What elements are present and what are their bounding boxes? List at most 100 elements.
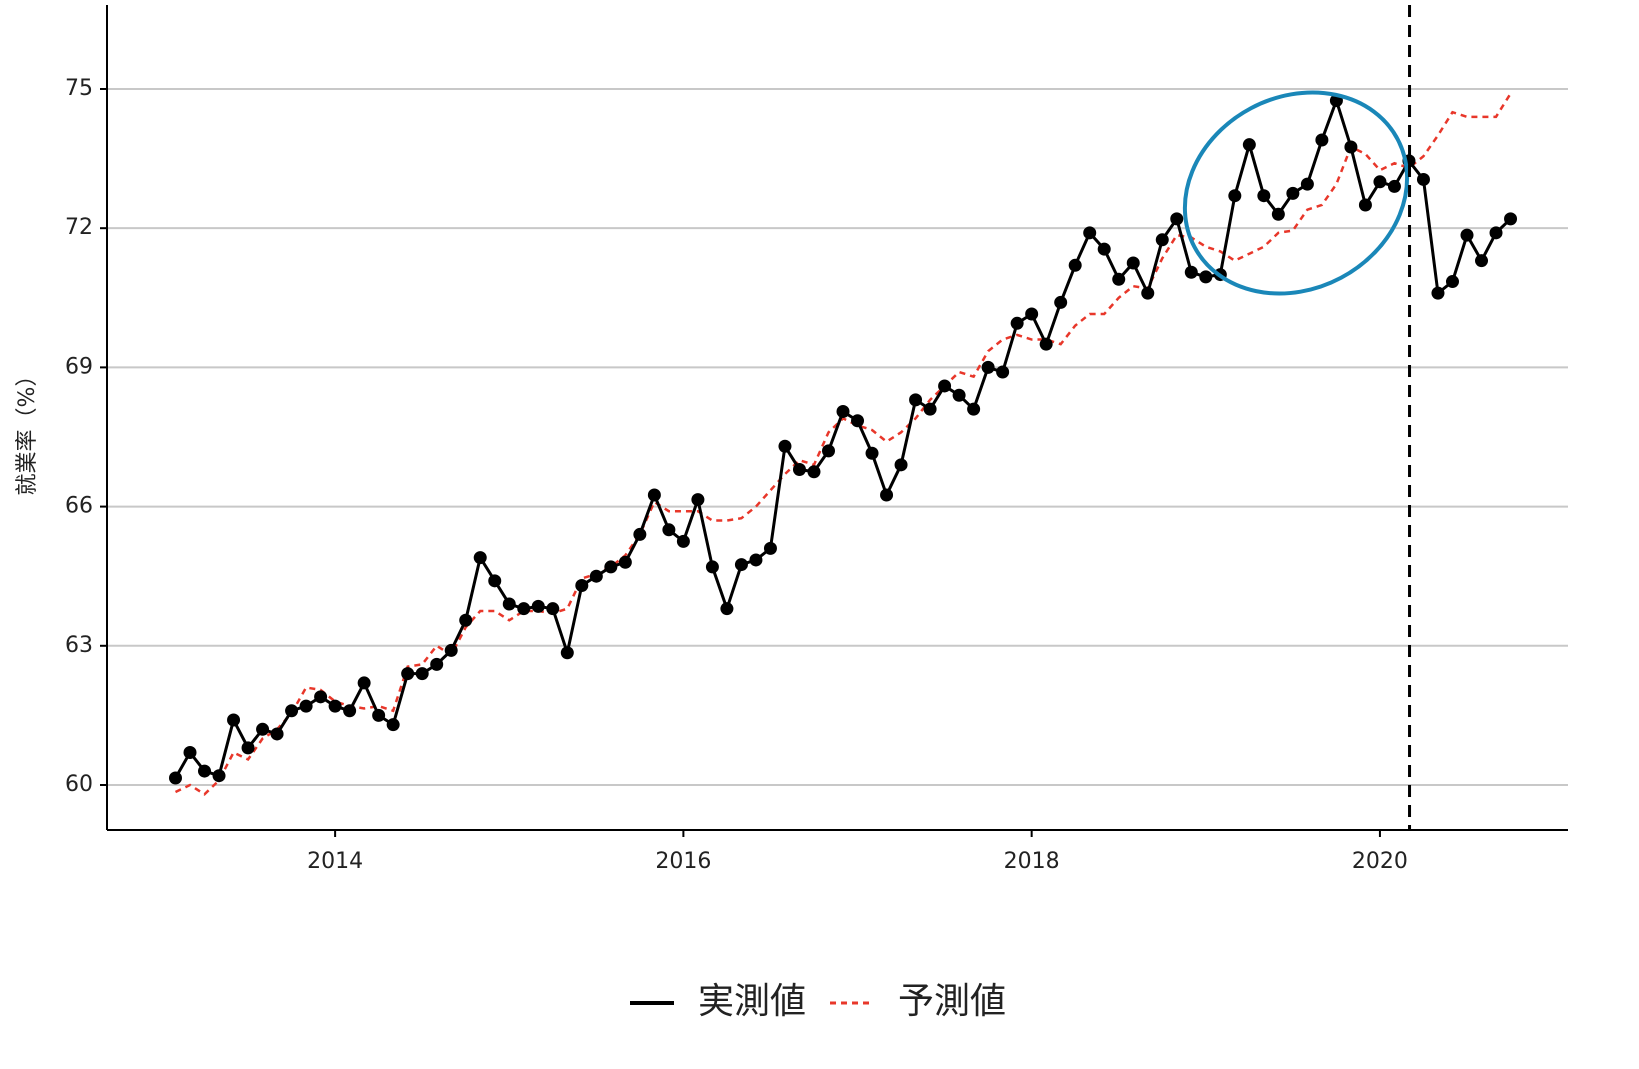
data-point	[227, 713, 241, 727]
data-point	[691, 493, 705, 507]
y-tick-label: 69	[65, 354, 93, 379]
x-tick-label: 2014	[307, 849, 363, 874]
data-point	[1141, 286, 1155, 300]
legend-label: 予測値	[898, 981, 1006, 1022]
data-point	[343, 704, 357, 718]
y-tick-label: 63	[65, 633, 93, 658]
data-point	[183, 746, 197, 760]
data-point	[386, 718, 400, 732]
data-point	[923, 402, 937, 416]
data-point	[1228, 189, 1242, 203]
data-point	[894, 458, 908, 472]
data-point	[938, 379, 952, 393]
data-point	[1358, 198, 1372, 212]
data-point	[328, 699, 342, 713]
y-axis-label: 就業率（%）	[15, 365, 40, 496]
data-point	[633, 527, 647, 541]
data-point	[618, 555, 632, 569]
data-point	[415, 667, 429, 681]
data-point	[676, 534, 690, 548]
data-point	[792, 462, 806, 476]
data-point	[604, 560, 618, 574]
data-point	[822, 444, 836, 458]
data-point	[546, 602, 560, 616]
data-point	[1460, 228, 1474, 242]
y-tick-label: 75	[65, 76, 93, 101]
data-point	[705, 560, 719, 574]
data-point	[1126, 256, 1140, 270]
data-point	[996, 365, 1010, 379]
data-point	[270, 727, 284, 741]
data-point	[444, 643, 458, 657]
y-tick-label: 66	[65, 494, 93, 519]
data-point	[851, 414, 865, 428]
data-point	[198, 764, 212, 778]
data-point	[1155, 233, 1169, 247]
series-line	[174, 95, 1512, 779]
data-point	[1054, 295, 1068, 309]
data-point	[836, 404, 850, 418]
legend-label: 実測値	[698, 981, 806, 1022]
data-point	[1344, 140, 1358, 154]
data-point	[967, 402, 981, 416]
data-point	[1475, 254, 1489, 268]
data-point	[1039, 337, 1053, 351]
data-point	[517, 602, 531, 616]
data-point	[778, 439, 792, 453]
data-point	[589, 569, 603, 583]
data-point	[1445, 275, 1459, 289]
data-point	[952, 388, 966, 402]
data-point	[168, 771, 182, 785]
data-point	[1242, 138, 1256, 152]
data-point	[1010, 316, 1024, 330]
data-point	[256, 722, 270, 736]
data-point	[1489, 226, 1503, 240]
series-line	[174, 92, 1512, 796]
x-tick-label: 2020	[1352, 849, 1408, 874]
data-point	[1300, 177, 1314, 191]
data-point	[560, 646, 574, 660]
data-point	[763, 541, 777, 555]
data-point	[981, 360, 995, 374]
data-point	[459, 613, 473, 627]
data-point	[1387, 179, 1401, 193]
data-point	[1271, 207, 1285, 221]
data-point	[1315, 133, 1329, 147]
data-point	[1199, 270, 1213, 284]
data-point	[880, 488, 894, 502]
data-point	[299, 699, 313, 713]
data-point	[241, 741, 255, 755]
data-point	[473, 551, 487, 565]
data-point	[314, 690, 328, 704]
data-point	[734, 558, 748, 572]
data-point	[531, 599, 545, 613]
data-point	[1257, 189, 1271, 203]
data-point	[1504, 212, 1518, 226]
data-point	[1083, 226, 1097, 240]
data-point	[575, 578, 589, 592]
data-point	[720, 602, 734, 616]
y-tick-label: 60	[65, 772, 93, 797]
data-point	[749, 553, 763, 567]
data-point	[502, 597, 516, 611]
y-tick-label: 72	[65, 215, 93, 240]
data-point	[1097, 242, 1111, 256]
data-point	[1170, 212, 1184, 226]
data-point	[1112, 272, 1126, 286]
data-point	[430, 657, 444, 671]
highlight-ellipse	[1182, 90, 1410, 296]
data-point	[285, 704, 299, 718]
data-point	[212, 769, 226, 783]
data-point	[488, 574, 502, 588]
data-point	[1068, 258, 1082, 272]
data-point	[1373, 175, 1387, 189]
x-tick-label: 2016	[655, 849, 711, 874]
x-tick-label: 2018	[1004, 849, 1060, 874]
data-point	[1416, 172, 1430, 186]
data-point	[401, 667, 415, 681]
data-point	[909, 393, 923, 407]
data-point	[647, 488, 661, 502]
data-point	[357, 676, 371, 690]
data-point	[807, 465, 821, 479]
